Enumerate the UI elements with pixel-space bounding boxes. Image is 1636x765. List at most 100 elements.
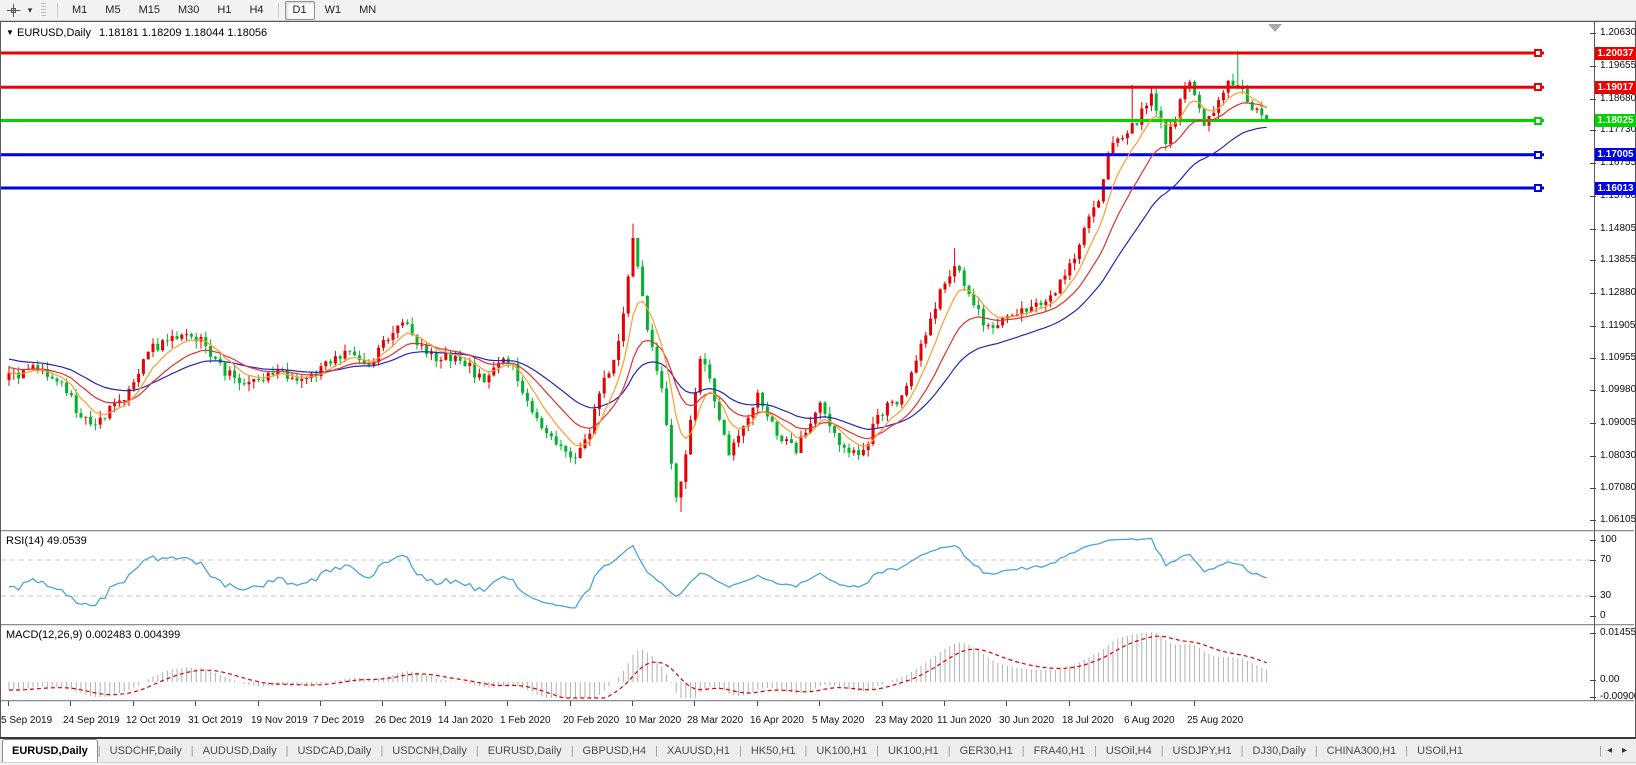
price-tick-label: 1.20630 <box>1600 27 1636 38</box>
panel-divider-macd[interactable] <box>1 624 1634 626</box>
tab-scroll-left-icon[interactable]: ◂ <box>1606 745 1612 756</box>
price-tick-mark <box>1590 423 1596 424</box>
tab-divider: | <box>1314 744 1318 757</box>
price-axis-border <box>1594 22 1595 701</box>
macd-panel-chart[interactable] <box>1 626 1594 700</box>
indicator-tick-label: 0 <box>1600 610 1606 621</box>
candle <box>189 332 193 340</box>
symbol-tab-dj30-daily[interactable]: DJ30,Daily <box>1252 744 1306 757</box>
candle <box>698 355 702 396</box>
tab-divider: | <box>947 744 951 757</box>
candle <box>641 260 645 297</box>
horizontal-line-object[interactable] <box>1 51 1544 55</box>
candle <box>1231 73 1235 87</box>
candle <box>530 397 534 415</box>
candle <box>357 350 361 365</box>
candle <box>1005 313 1009 324</box>
candle <box>650 323 654 352</box>
price-tick-label: 1.13855 <box>1600 254 1636 265</box>
hline-endpoint-knob[interactable] <box>1534 151 1542 159</box>
moving-average-fast <box>8 91 1267 447</box>
symbol-tab-usdcnh-daily[interactable]: USDCNH,Daily <box>392 744 467 757</box>
symbol-tab-usdjpy-h1[interactable]: USDJPY,H1 <box>1172 744 1232 757</box>
candle <box>564 445 568 458</box>
symbol-tab-hk50-h1[interactable]: HK50,H1 <box>750 744 796 757</box>
candle <box>74 389 78 418</box>
timeframe-button-m30[interactable]: M30 <box>177 3 200 16</box>
hline-endpoint-knob[interactable] <box>1534 83 1542 91</box>
candle <box>180 333 184 342</box>
symbol-tab-usoil-h1[interactable]: USOil,H1 <box>1417 744 1463 757</box>
chart-shift-marker[interactable] <box>1268 24 1282 32</box>
symbol-tab-ger30-h1[interactable]: GER30,H1 <box>959 744 1013 757</box>
candle <box>554 430 558 446</box>
horizontal-line-object[interactable] <box>1 153 1544 157</box>
candle <box>69 390 73 398</box>
candle <box>1164 121 1168 151</box>
timeframe-button-d1[interactable]: D1 <box>284 0 315 20</box>
price-tick-mark <box>1590 66 1596 67</box>
symbol-tab-gbpusd-h4[interactable]: GBPUSD,H4 <box>582 744 647 757</box>
date-tick-mark <box>382 701 383 706</box>
main-price-chart[interactable] <box>1 22 1594 530</box>
timeframe-button-w1[interactable]: W1 <box>324 3 342 16</box>
tool-dropdown-arrow[interactable]: ▾ <box>27 4 33 15</box>
candle <box>761 392 765 411</box>
crosshair-tool-icon[interactable] <box>2 2 24 19</box>
symbol-tab-eurusd-daily[interactable]: EURUSD,Daily <box>487 744 562 757</box>
candle <box>343 344 347 363</box>
candle <box>833 424 837 438</box>
symbol-tab-xauusd-h1[interactable]: XAUUSD,H1 <box>666 744 730 757</box>
symbol-tab-eurusd-daily[interactable]: EURUSD,Daily <box>2 739 98 762</box>
rsi-panel-chart[interactable] <box>1 532 1594 624</box>
symbol-tab-fra40-h1[interactable]: FRA40,H1 <box>1033 744 1085 757</box>
candle <box>612 359 616 377</box>
hline-endpoint-knob[interactable] <box>1534 117 1542 125</box>
horizontal-line-object[interactable] <box>1 119 1544 123</box>
symbol-tab-uk100-h1[interactable]: UK100,H1 <box>816 744 868 757</box>
date-tick-mark <box>195 701 196 706</box>
candle <box>933 302 937 324</box>
candle <box>439 356 443 369</box>
candle <box>482 373 486 383</box>
timeframe-button-mn[interactable]: MN <box>359 3 377 16</box>
timeframe-button-h4[interactable]: H4 <box>249 3 264 16</box>
candle <box>943 281 947 293</box>
symbol-tab-usdcad-daily[interactable]: USDCAD,Daily <box>297 744 372 757</box>
horizontal-line-object[interactable] <box>1 85 1544 89</box>
candle <box>103 417 107 421</box>
toolbar-grip[interactable] <box>40 2 46 18</box>
candle <box>1169 119 1173 148</box>
symbol-tab-usoil-h4[interactable]: USOil,H4 <box>1105 744 1152 757</box>
timeframe-button-m15[interactable]: M15 <box>138 3 160 16</box>
tab-scroll-right-icon[interactable]: ▸ <box>1621 745 1627 756</box>
chart-dropdown-icon[interactable]: ▼ <box>6 28 14 37</box>
symbol-tab-china300-h1[interactable]: CHINA300,H1 <box>1326 744 1397 757</box>
chart-symbol-label: EURUSD,Daily <box>16 27 91 39</box>
candle <box>703 353 707 372</box>
candle <box>828 406 832 433</box>
candle <box>890 399 894 407</box>
symbol-tab-usdchf-daily[interactable]: USDCHF,Daily <box>109 744 182 757</box>
candle <box>237 373 241 391</box>
date-tick-mark <box>258 701 259 706</box>
date-tick-mark <box>70 701 71 706</box>
hline-endpoint-knob[interactable] <box>1534 49 1542 57</box>
horizontal-line-object[interactable] <box>1 186 1544 190</box>
hline-price-badge: 1.20037 <box>1595 47 1636 60</box>
price-tick-label: 1.06105 <box>1600 514 1636 525</box>
date-tick-label: 10 Mar 2020 <box>625 715 682 726</box>
candle <box>919 339 923 367</box>
candle <box>377 344 381 366</box>
panel-divider-rsi[interactable] <box>1 530 1634 532</box>
hline-endpoint-knob[interactable] <box>1534 184 1542 192</box>
timeframe-button-m1[interactable]: M1 <box>72 3 88 16</box>
candle <box>636 237 640 269</box>
timeframe-button-h1[interactable]: H1 <box>217 3 232 16</box>
candle <box>247 375 251 392</box>
symbol-tab-audusd-daily[interactable]: AUDUSD,Daily <box>202 744 277 757</box>
candle <box>141 358 145 377</box>
symbol-tab-uk100-h1[interactable]: UK100,H1 <box>887 744 939 757</box>
timeframe-button-m5[interactable]: M5 <box>105 3 121 16</box>
tab-divider: | <box>190 744 194 757</box>
